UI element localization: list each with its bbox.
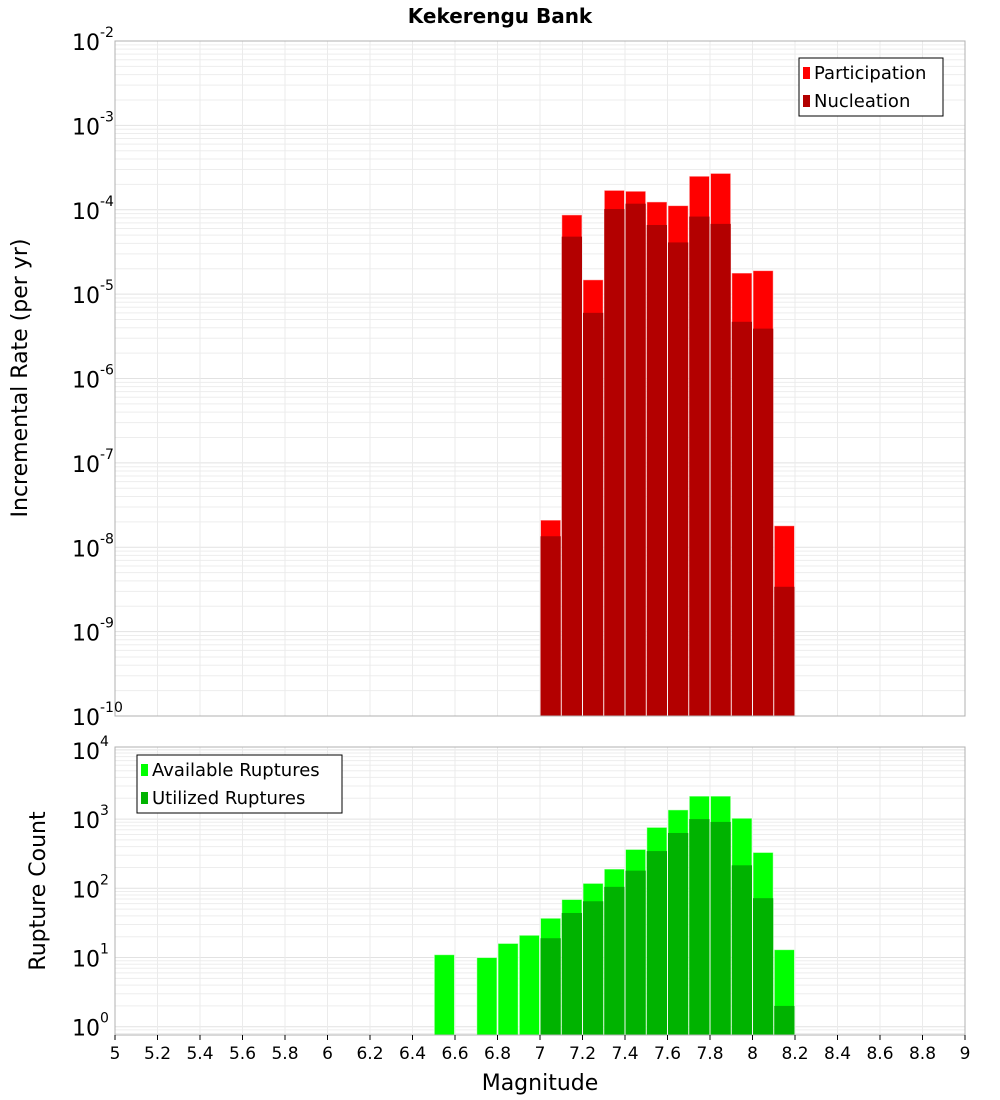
bar-nucleation <box>731 321 752 716</box>
x-tick-label: 6.2 <box>356 1044 383 1064</box>
bar-utilized-ruptures <box>731 865 752 1035</box>
x-tick-label: 8.6 <box>866 1044 893 1064</box>
legend-swatch <box>803 67 810 79</box>
y-tick-label: 10-7 <box>72 447 114 478</box>
x-tick-label: 5.8 <box>271 1044 298 1064</box>
y-tick-label: 10-6 <box>72 363 114 394</box>
legend-box <box>798 57 944 117</box>
x-tick-label: 6.8 <box>484 1044 511 1064</box>
bottom-y-axis-label: Rupture Count <box>26 811 51 971</box>
legend-swatch <box>141 792 148 804</box>
bar-nucleation <box>646 224 667 716</box>
x-tick-label: 5.6 <box>229 1044 256 1064</box>
bar-utilized-ruptures <box>540 938 561 1035</box>
bar-utilized-ruptures <box>646 851 667 1035</box>
bar-utilized-ruptures <box>774 1005 795 1035</box>
y-tick-label: 10-3 <box>72 109 114 140</box>
legend-label: Nucleation <box>814 91 910 112</box>
bar-available-ruptures <box>433 954 455 1036</box>
x-tick-label: 8.8 <box>909 1044 936 1064</box>
x-tick-label: 6.6 <box>441 1044 468 1064</box>
x-tick-label: 7 <box>535 1044 546 1064</box>
bar-nucleation <box>625 203 646 717</box>
top-y-axis-label: Incremental Rate (per yr) <box>8 239 33 518</box>
legend-swatch <box>803 95 810 107</box>
x-tick-label: 5 <box>110 1044 121 1064</box>
x-tick-label: 7.2 <box>569 1044 596 1064</box>
bar-utilized-ruptures <box>710 821 731 1035</box>
bar-utilized-ruptures <box>668 832 689 1035</box>
legend-box <box>136 754 343 814</box>
bar-available-ruptures <box>476 957 498 1036</box>
y-tick-label: 10-4 <box>72 194 114 225</box>
plot-frame <box>114 40 966 717</box>
x-tick-label: 5.2 <box>144 1044 171 1064</box>
bar-nucleation <box>774 586 795 716</box>
chart-title: Kekerengu Bank <box>408 4 593 28</box>
y-tick-label: 103 <box>72 803 109 834</box>
bar-utilized-ruptures <box>583 901 604 1035</box>
y-tick-label: 10-5 <box>72 278 114 309</box>
bar-utilized-ruptures <box>625 870 646 1035</box>
x-tick-label: 9 <box>960 1044 971 1064</box>
legend-swatch <box>141 764 148 776</box>
x-tick-label: 8 <box>747 1044 758 1064</box>
legend: Participation Nucleation <box>798 57 944 117</box>
y-tick-label: 10-2 <box>72 25 114 56</box>
bar-nucleation <box>668 242 689 716</box>
legend-label: Utilized Ruptures <box>152 788 305 809</box>
bar-nucleation <box>561 236 582 716</box>
x-tick-label: 7.6 <box>654 1044 681 1064</box>
x-tick-label: 7.4 <box>611 1044 638 1064</box>
y-tick-label: 102 <box>72 872 109 903</box>
legend-label: Participation <box>814 63 926 84</box>
y-tick-label: 104 <box>72 734 109 765</box>
bar-utilized-ruptures <box>561 912 582 1035</box>
bar-available-ruptures <box>497 942 519 1036</box>
bar-utilized-ruptures <box>689 819 710 1035</box>
x-tick-label: 6.4 <box>399 1044 426 1064</box>
top-plot: 10-2 10-3 10-4 10-5 10-6 10-7 10-8 10-9 10-10 Par… <box>72 25 966 731</box>
y-tick-label: 100 <box>72 1011 109 1042</box>
bar-utilized-ruptures <box>753 898 774 1035</box>
bar-nucleation <box>689 216 710 716</box>
x-tick-label: 6 <box>322 1044 333 1064</box>
x-tick-label: 8.2 <box>781 1044 808 1064</box>
bar-nucleation <box>540 536 561 716</box>
x-tick-label: 7.8 <box>696 1044 723 1064</box>
y-tick-label: 10-8 <box>72 531 114 562</box>
x-axis-label: Magnitude <box>482 1071 599 1096</box>
y-tick-label: 10-10 <box>72 700 123 731</box>
bar-nucleation <box>753 328 774 716</box>
bar-nucleation <box>710 223 731 716</box>
bar-utilized-ruptures <box>604 886 625 1035</box>
x-tick-label: 5.4 <box>186 1044 213 1064</box>
bar-nucleation <box>583 312 604 716</box>
legend: Available Ruptures Utilized Ruptures <box>136 754 343 814</box>
bar-available-ruptures <box>518 934 540 1036</box>
legend-label: Available Ruptures <box>152 760 320 781</box>
bar-nucleation <box>604 209 625 716</box>
x-tick-label: 8.4 <box>824 1044 851 1064</box>
y-tick-label: 10-9 <box>72 616 114 647</box>
y-tick-label: 101 <box>72 942 109 973</box>
